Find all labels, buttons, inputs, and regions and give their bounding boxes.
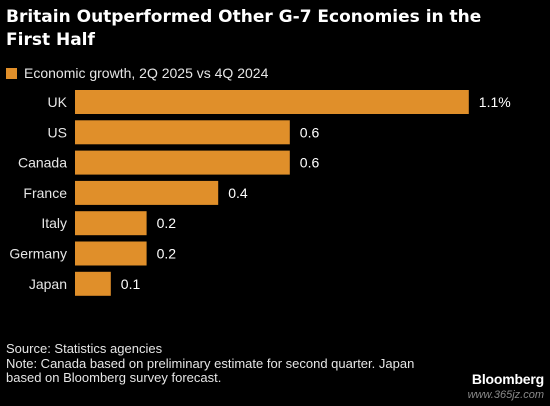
category-label-germany: Germany	[9, 246, 67, 262]
value-label-japan: 0.1	[121, 276, 141, 292]
chart-footer: Source: Statistics agencies Note: Canada…	[6, 341, 446, 386]
bar-canada	[75, 150, 290, 175]
watermark: www.365jz.com	[467, 389, 544, 401]
footnote: Note: Canada based on preliminary estima…	[6, 355, 415, 385]
brand-logo: Bloomberg	[471, 371, 544, 387]
legend-swatch	[6, 67, 17, 79]
bar-germany	[75, 241, 147, 266]
category-label-canada: Canada	[18, 155, 67, 171]
category-label-japan: Japan	[29, 276, 67, 292]
value-label-france: 0.4	[228, 185, 248, 201]
category-label-italy: Italy	[41, 215, 67, 231]
source-note: Source: Statistics agencies	[6, 341, 163, 356]
bar-chart: UK 1.1% US 0.6 Canada 0.6 France 0.4 Italy 0.2 Ger…	[9, 90, 511, 296]
category-label-uk: UK	[48, 94, 68, 110]
bar-japan	[75, 271, 111, 296]
bar-uk	[75, 90, 469, 114]
bar-france	[75, 180, 219, 205]
chart-title: Britain Outperformed Other G-7 Economies…	[6, 7, 482, 50]
value-label-uk: 1.1%	[479, 94, 511, 110]
category-label-france: France	[23, 185, 67, 201]
value-label-us: 0.6	[300, 124, 320, 140]
legend-label: Economic growth, 2Q 2025 vs 4Q 2024	[24, 65, 269, 81]
bar-us	[75, 120, 290, 145]
legend: Economic growth, 2Q 2025 vs 4Q 2024	[6, 64, 268, 82]
category-label-us: US	[48, 124, 67, 140]
value-label-germany: 0.2	[157, 246, 177, 262]
bar-italy	[75, 211, 147, 236]
value-label-italy: 0.2	[157, 215, 177, 231]
value-label-canada: 0.6	[300, 155, 320, 171]
